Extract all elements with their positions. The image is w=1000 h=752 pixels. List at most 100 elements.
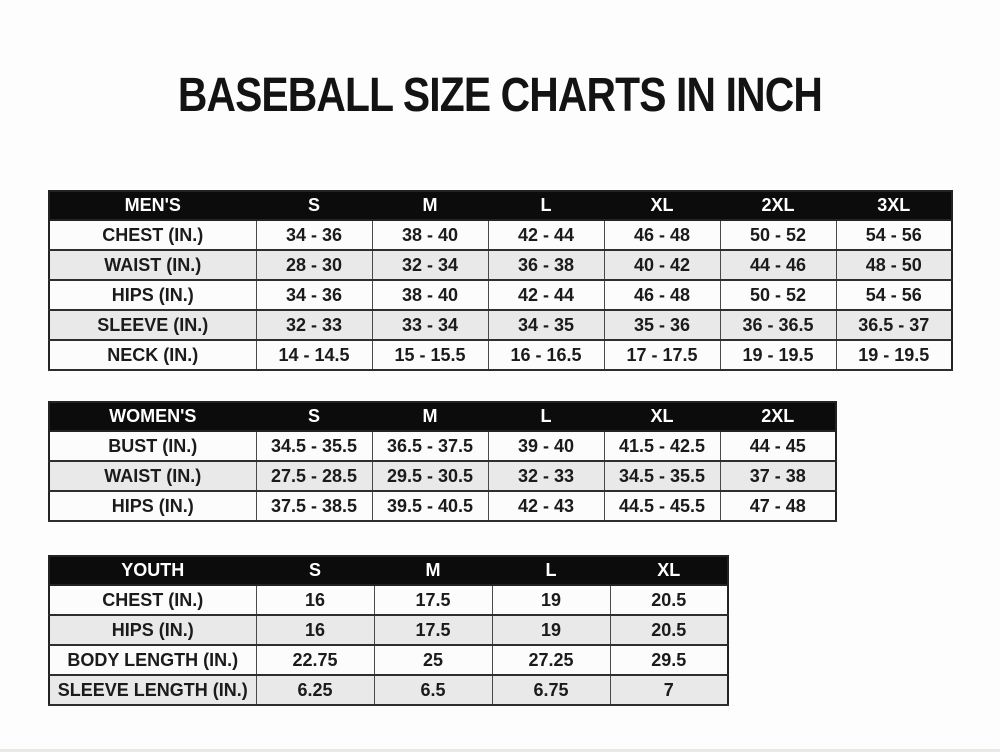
size-value-cell: 42 - 44 — [487, 279, 605, 311]
table-row: SLEEVE LENGTH (IN.) 6.25 6.5 6.75 7 — [48, 674, 729, 706]
size-column-header: S — [255, 401, 373, 432]
page-bottom-edge — [0, 749, 1000, 752]
table-row: CHEST (IN.) 34 - 36 38 - 40 42 - 44 46 -… — [48, 219, 953, 251]
size-column-header: L — [487, 401, 605, 432]
size-value-cell: 42 - 44 — [487, 219, 605, 251]
measurement-row-label: WAIST (IN.) — [48, 460, 257, 492]
womens-header-row: WOMEN'S S M L XL 2XL — [48, 401, 837, 432]
size-value-cell: 46 - 48 — [603, 219, 721, 251]
size-column-header: S — [255, 555, 375, 586]
size-value-cell: 17 - 17.5 — [603, 339, 721, 371]
size-value-cell: 25 — [373, 644, 493, 676]
size-value-cell: 34.5 - 35.5 — [603, 460, 721, 492]
size-value-cell: 36.5 - 37.5 — [371, 430, 489, 462]
mens-header-row: MEN'S S M L XL 2XL 3XL — [48, 190, 953, 221]
page-title: BASEBALL SIZE CHARTS IN INCH — [0, 68, 1000, 123]
size-value-cell: 20.5 — [609, 584, 729, 616]
table-row: BODY LENGTH (IN.) 22.75 25 27.25 29.5 — [48, 644, 729, 676]
size-column-header: S — [255, 190, 373, 221]
size-value-cell: 19 - 19.5 — [719, 339, 837, 371]
youth-size-table: YOUTH S M L XL CHEST (IN.) 16 17.5 19 20… — [48, 555, 729, 706]
size-value-cell: 50 - 52 — [719, 219, 837, 251]
measurement-row-label: BODY LENGTH (IN.) — [48, 644, 257, 676]
table-row: WAIST (IN.) 27.5 - 28.5 29.5 - 30.5 32 -… — [48, 460, 837, 492]
womens-table-label: WOMEN'S — [48, 401, 257, 432]
size-value-cell: 42 - 43 — [487, 490, 605, 522]
size-value-cell: 6.5 — [373, 674, 493, 706]
size-value-cell: 29.5 — [609, 644, 729, 676]
table-row: HIPS (IN.) 16 17.5 19 20.5 — [48, 614, 729, 646]
size-value-cell: 38 - 40 — [371, 279, 489, 311]
size-value-cell: 40 - 42 — [603, 249, 721, 281]
youth-table-label: YOUTH — [48, 555, 257, 586]
size-column-header: L — [487, 190, 605, 221]
size-value-cell: 54 - 56 — [835, 219, 953, 251]
size-value-cell: 48 - 50 — [835, 249, 953, 281]
page-title-text: BASEBALL SIZE CHARTS IN INCH — [177, 69, 823, 122]
size-column-header: 3XL — [835, 190, 953, 221]
table-row: HIPS (IN.) 37.5 - 38.5 39.5 - 40.5 42 - … — [48, 490, 837, 522]
size-value-cell: 47 - 48 — [719, 490, 837, 522]
size-value-cell: 33 - 34 — [371, 309, 489, 341]
size-column-header: 2XL — [719, 401, 837, 432]
table-row: SLEEVE (IN.) 32 - 33 33 - 34 34 - 35 35 … — [48, 309, 953, 341]
measurement-row-label: BUST (IN.) — [48, 430, 257, 462]
size-value-cell: 34 - 35 — [487, 309, 605, 341]
mens-size-table: MEN'S S M L XL 2XL 3XL CHEST (IN.) 34 - … — [48, 190, 953, 371]
size-value-cell: 6.25 — [255, 674, 375, 706]
measurement-row-label: SLEEVE LENGTH (IN.) — [48, 674, 257, 706]
size-value-cell: 36 - 36.5 — [719, 309, 837, 341]
size-value-cell: 32 - 33 — [487, 460, 605, 492]
table-row: WAIST (IN.) 28 - 30 32 - 34 36 - 38 40 -… — [48, 249, 953, 281]
measurement-row-label: CHEST (IN.) — [48, 219, 257, 251]
size-column-header: XL — [603, 401, 721, 432]
size-value-cell: 28 - 30 — [255, 249, 373, 281]
size-column-header: XL — [609, 555, 729, 586]
size-value-cell: 19 — [491, 614, 611, 646]
size-value-cell: 50 - 52 — [719, 279, 837, 311]
size-value-cell: 22.75 — [255, 644, 375, 676]
size-value-cell: 38 - 40 — [371, 219, 489, 251]
measurement-row-label: SLEEVE (IN.) — [48, 309, 257, 341]
size-value-cell: 17.5 — [373, 584, 493, 616]
size-value-cell: 15 - 15.5 — [371, 339, 489, 371]
size-column-header: M — [373, 555, 493, 586]
size-value-cell: 16 — [255, 614, 375, 646]
size-value-cell: 37 - 38 — [719, 460, 837, 492]
size-column-header: M — [371, 190, 489, 221]
size-value-cell: 44 - 46 — [719, 249, 837, 281]
table-row: BUST (IN.) 34.5 - 35.5 36.5 - 37.5 39 - … — [48, 430, 837, 462]
size-value-cell: 44 - 45 — [719, 430, 837, 462]
youth-header-row: YOUTH S M L XL — [48, 555, 729, 586]
womens-size-table: WOMEN'S S M L XL 2XL BUST (IN.) 34.5 - 3… — [48, 401, 837, 522]
size-value-cell: 34 - 36 — [255, 279, 373, 311]
size-value-cell: 19 — [491, 584, 611, 616]
size-value-cell: 32 - 34 — [371, 249, 489, 281]
size-value-cell: 16 - 16.5 — [487, 339, 605, 371]
size-value-cell: 46 - 48 — [603, 279, 721, 311]
size-value-cell: 20.5 — [609, 614, 729, 646]
size-value-cell: 35 - 36 — [603, 309, 721, 341]
table-row: NECK (IN.) 14 - 14.5 15 - 15.5 16 - 16.5… — [48, 339, 953, 371]
size-value-cell: 7 — [609, 674, 729, 706]
measurement-row-label: HIPS (IN.) — [48, 614, 257, 646]
measurement-row-label: CHEST (IN.) — [48, 584, 257, 616]
size-column-header: 2XL — [719, 190, 837, 221]
measurement-row-label: HIPS (IN.) — [48, 279, 257, 311]
size-value-cell: 27.5 - 28.5 — [255, 460, 373, 492]
size-value-cell: 39.5 - 40.5 — [371, 490, 489, 522]
size-value-cell: 41.5 - 42.5 — [603, 430, 721, 462]
mens-table-label: MEN'S — [48, 190, 257, 221]
size-value-cell: 27.25 — [491, 644, 611, 676]
size-value-cell: 36.5 - 37 — [835, 309, 953, 341]
size-value-cell: 17.5 — [373, 614, 493, 646]
measurement-row-label: NECK (IN.) — [48, 339, 257, 371]
size-column-header: L — [491, 555, 611, 586]
size-value-cell: 54 - 56 — [835, 279, 953, 311]
size-value-cell: 39 - 40 — [487, 430, 605, 462]
size-value-cell: 36 - 38 — [487, 249, 605, 281]
table-row: HIPS (IN.) 34 - 36 38 - 40 42 - 44 46 - … — [48, 279, 953, 311]
size-value-cell: 32 - 33 — [255, 309, 373, 341]
size-value-cell: 37.5 - 38.5 — [255, 490, 373, 522]
